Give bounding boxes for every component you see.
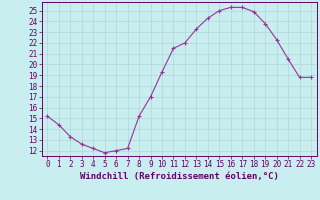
X-axis label: Windchill (Refroidissement éolien,°C): Windchill (Refroidissement éolien,°C) [80, 172, 279, 181]
